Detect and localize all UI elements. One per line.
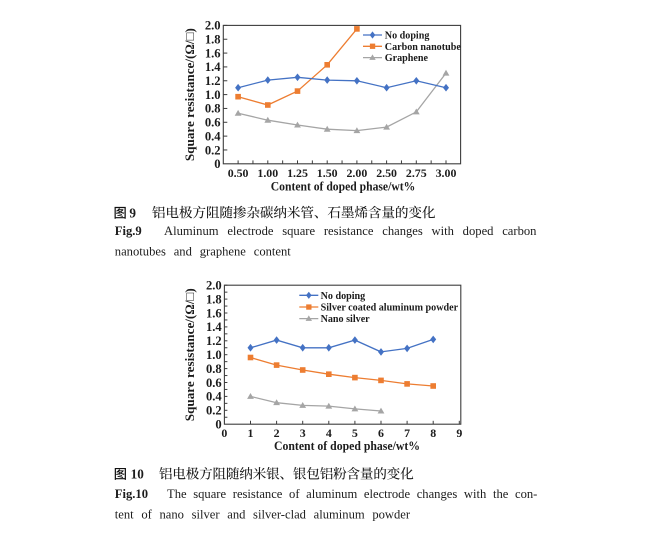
svg-text:tent of nano silver and silver: tent of nano silver and silver-clad alum… bbox=[115, 508, 411, 522]
svg-text:3.00: 3.00 bbox=[436, 166, 457, 180]
svg-text:0.4: 0.4 bbox=[205, 129, 221, 143]
svg-text:Fig.9: Fig.9 bbox=[115, 224, 142, 238]
svg-text:2: 2 bbox=[274, 426, 280, 440]
svg-text:2.00: 2.00 bbox=[346, 166, 367, 180]
svg-text:2.75: 2.75 bbox=[406, 166, 427, 180]
svg-text:Silver coated aluminum powder: Silver coated aluminum powder bbox=[321, 303, 459, 314]
svg-text:0: 0 bbox=[214, 157, 220, 171]
svg-text:2.0: 2.0 bbox=[205, 19, 221, 33]
svg-text:Square resistance/(Ω/□): Square resistance/(Ω/□) bbox=[183, 28, 197, 161]
svg-text:1: 1 bbox=[248, 426, 254, 440]
svg-text:9: 9 bbox=[129, 205, 136, 220]
svg-text:Content of doped phase/wt%: Content of doped phase/wt% bbox=[271, 179, 416, 193]
svg-text:1.00: 1.00 bbox=[257, 166, 278, 180]
svg-text:1.2: 1.2 bbox=[206, 334, 222, 348]
svg-text:8: 8 bbox=[430, 426, 436, 440]
svg-text:1.0: 1.0 bbox=[205, 88, 221, 102]
svg-text:0.6: 0.6 bbox=[205, 116, 221, 130]
svg-text:No doping: No doping bbox=[385, 31, 430, 42]
svg-text:0.8: 0.8 bbox=[205, 102, 221, 116]
svg-text:3: 3 bbox=[300, 426, 306, 440]
svg-text:1.8: 1.8 bbox=[205, 33, 221, 47]
svg-text:1.8: 1.8 bbox=[206, 292, 222, 306]
svg-text:Square resistance/(Ω/□): Square resistance/(Ω/□) bbox=[183, 288, 197, 421]
svg-text:2.0: 2.0 bbox=[206, 279, 222, 293]
svg-text:7: 7 bbox=[404, 426, 410, 440]
svg-text:0.4: 0.4 bbox=[206, 390, 222, 404]
svg-text:0: 0 bbox=[221, 426, 227, 440]
svg-text:0: 0 bbox=[215, 418, 221, 432]
svg-text:Graphene: Graphene bbox=[385, 53, 429, 64]
svg-text:5: 5 bbox=[352, 426, 358, 440]
svg-text:9: 9 bbox=[456, 426, 462, 440]
svg-text:Aluminum electrode square resi: Aluminum electrode square resistance cha… bbox=[164, 224, 537, 238]
svg-text:0.2: 0.2 bbox=[205, 143, 221, 157]
svg-text:1.0: 1.0 bbox=[206, 348, 222, 362]
svg-text:Fig.10: Fig.10 bbox=[115, 487, 148, 501]
svg-text:10: 10 bbox=[131, 467, 145, 482]
svg-text:0.2: 0.2 bbox=[206, 404, 222, 418]
svg-text:0.50: 0.50 bbox=[228, 166, 249, 180]
svg-text:1.6: 1.6 bbox=[206, 306, 222, 320]
svg-text:4: 4 bbox=[326, 426, 332, 440]
svg-text:Nano silver: Nano silver bbox=[321, 314, 371, 325]
svg-text:No doping: No doping bbox=[321, 291, 366, 302]
svg-text:2.50: 2.50 bbox=[376, 166, 397, 180]
svg-text:nanotubes and graphene content: nanotubes and graphene content bbox=[115, 244, 292, 258]
svg-text:1.4: 1.4 bbox=[205, 60, 221, 74]
svg-text:6: 6 bbox=[378, 426, 384, 440]
svg-text:1.4: 1.4 bbox=[206, 320, 222, 334]
svg-text:1.2: 1.2 bbox=[205, 74, 221, 88]
svg-text:0.6: 0.6 bbox=[206, 376, 222, 390]
svg-text:1.6: 1.6 bbox=[205, 46, 221, 60]
svg-text:1.50: 1.50 bbox=[317, 166, 338, 180]
svg-text:1.25: 1.25 bbox=[287, 166, 308, 180]
svg-text:Carbon nanotube: Carbon nanotube bbox=[385, 42, 462, 53]
svg-text:0.8: 0.8 bbox=[206, 362, 222, 376]
svg-text:The square resistance of alumi: The square resistance of aluminum electr… bbox=[167, 487, 537, 501]
svg-text:Content of doped phase/wt%: Content of doped phase/wt% bbox=[274, 439, 420, 453]
